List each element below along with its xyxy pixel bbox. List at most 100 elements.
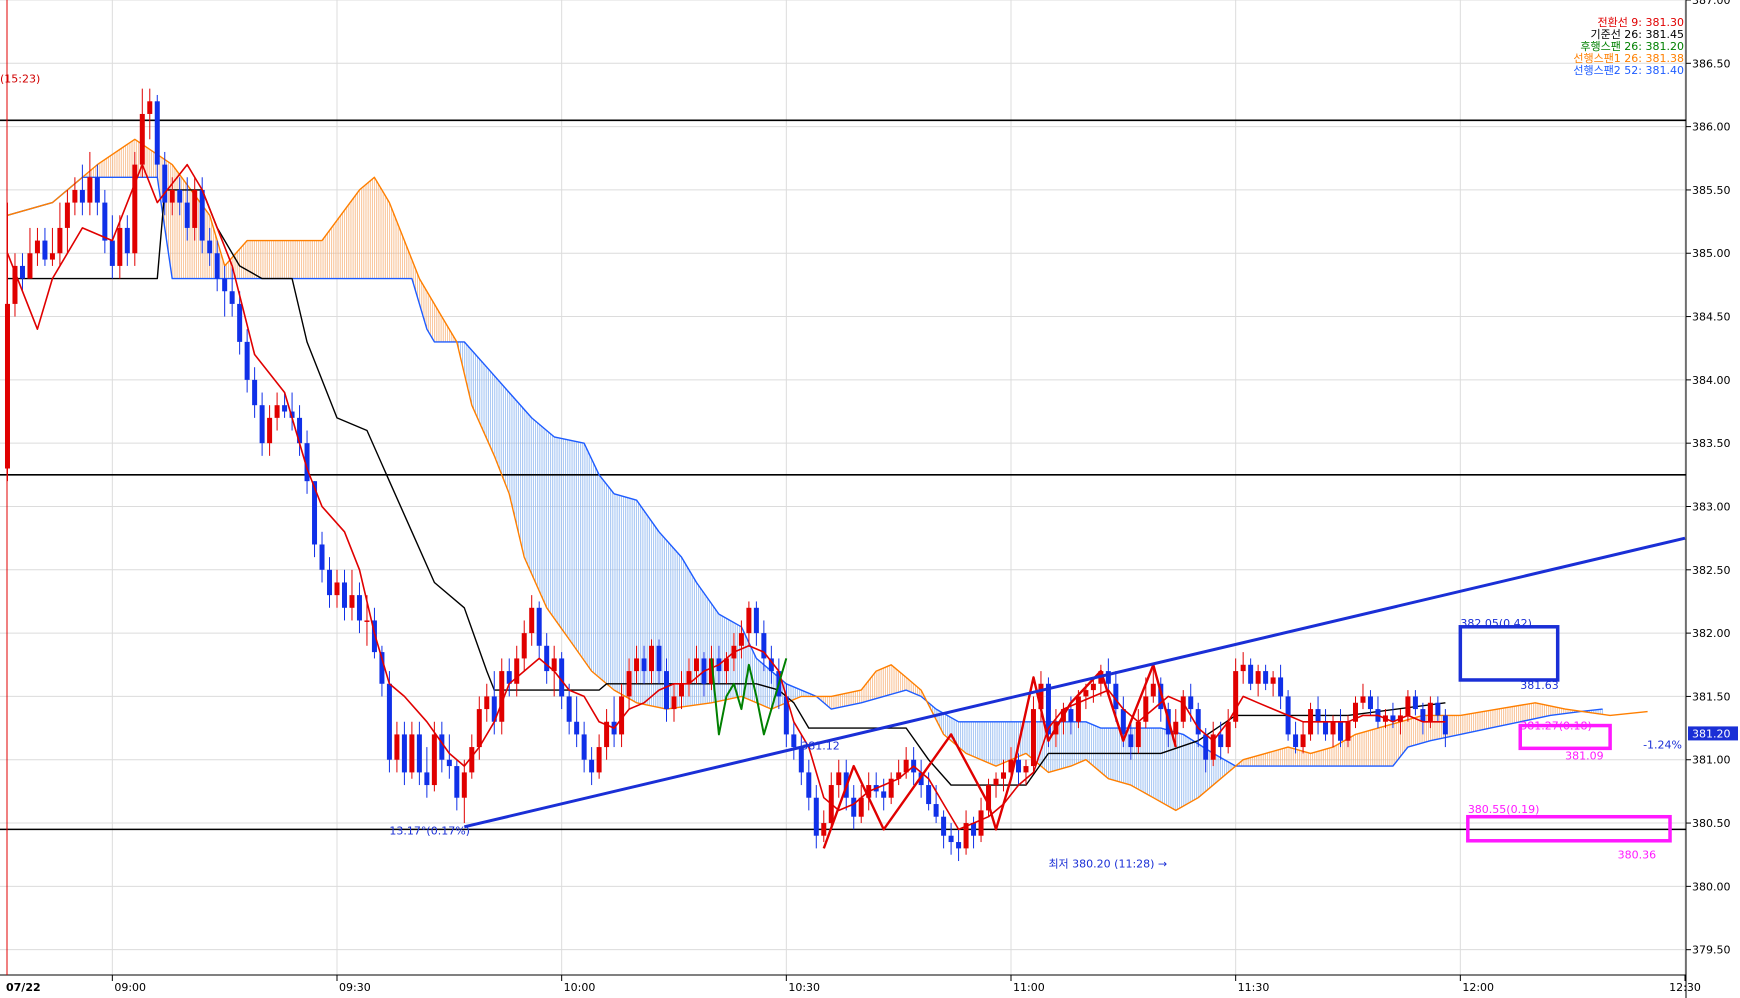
candle [297,405,303,456]
candle-body [469,747,475,773]
y-tick-label: 384.00 [1692,374,1731,387]
candle-body [1427,702,1433,722]
candle [229,265,235,317]
candle [401,721,407,786]
candle-body [656,645,662,672]
candle-body [686,671,692,684]
candle-body [813,797,819,836]
candle-body [19,265,25,279]
candle [252,367,258,418]
candle-body [476,709,482,748]
y-tick-label: 382.00 [1692,627,1731,640]
y-tick-label: 380.00 [1692,880,1731,893]
candle-body [1015,759,1021,773]
candle-body [753,607,759,634]
candle-body [1240,664,1246,672]
candle-body [851,797,857,817]
candle [57,202,63,266]
candle-body [229,291,235,304]
candle [282,392,288,418]
candle-body [626,671,632,697]
candle [1293,721,1299,754]
candle-body [491,696,497,722]
candle [1180,690,1186,729]
candle-body [4,303,10,469]
candle-body [57,227,63,254]
candle-body [1412,696,1418,710]
trend-value-label: 381.12 [801,740,840,753]
candle-body [64,202,70,228]
candle-body [1263,671,1269,684]
candle [1128,721,1134,760]
y-tick-label: 380.50 [1692,817,1731,830]
candle-body [926,785,932,805]
candle-body [1255,671,1261,684]
candle [341,569,347,621]
candle [768,645,774,684]
candle [379,645,385,697]
candle-body [604,721,610,748]
candle [813,785,819,849]
candle [671,683,677,722]
y-tick-label: 383.00 [1692,500,1731,513]
chikou-line [710,658,788,736]
candle-body [821,823,827,836]
candle [581,721,587,773]
candle [184,177,190,241]
candle-body [199,189,205,241]
candle [993,772,999,798]
candle [1352,696,1358,729]
zigzag-line [822,663,1177,849]
candle-body [671,696,677,710]
candle [424,747,430,798]
candle-body [214,253,220,279]
candle-body [978,810,984,836]
candle-body [401,734,407,773]
candle-body [289,411,295,418]
candle-body [109,240,115,266]
candle-body [117,227,123,266]
candle-body [798,747,804,773]
candle [903,747,909,779]
candle-body [1135,721,1141,748]
candle [836,759,842,798]
candle [12,253,18,317]
candle [851,785,857,830]
candle-body [409,734,415,773]
y-axis-labels: 379.50 380.00 380.50 381.00 381.50 382.00 382.… [1686,0,1731,957]
y-tick-label: 383.50 [1692,437,1731,450]
candle [1405,690,1411,722]
candle-body [1300,734,1306,748]
candle-body [574,721,580,735]
candle-body [536,607,542,646]
candle [319,531,325,583]
candle-body [1008,759,1014,773]
candle-body [1068,709,1074,722]
candle [986,778,992,817]
candle-body [42,240,48,260]
y-tick-label: 386.00 [1692,121,1731,134]
candle [124,215,130,266]
candle [761,620,767,672]
candle-body [132,164,138,254]
x-tick-label: 09:00 [114,981,146,994]
candle [117,215,123,279]
y-tick-label: 387.00 [1692,0,1731,7]
candle-body [177,189,183,203]
candle-body [1315,709,1321,722]
candle-body [446,759,452,767]
candle-body [1390,715,1396,722]
candle-body [1090,683,1096,691]
candle-body [237,303,243,342]
candle [491,671,497,735]
candle [312,481,318,558]
candle-body [1210,734,1216,760]
candle-body [1113,683,1119,710]
candle-body [267,417,273,444]
candle [289,392,295,431]
candle [678,671,684,710]
candle [1218,721,1224,760]
